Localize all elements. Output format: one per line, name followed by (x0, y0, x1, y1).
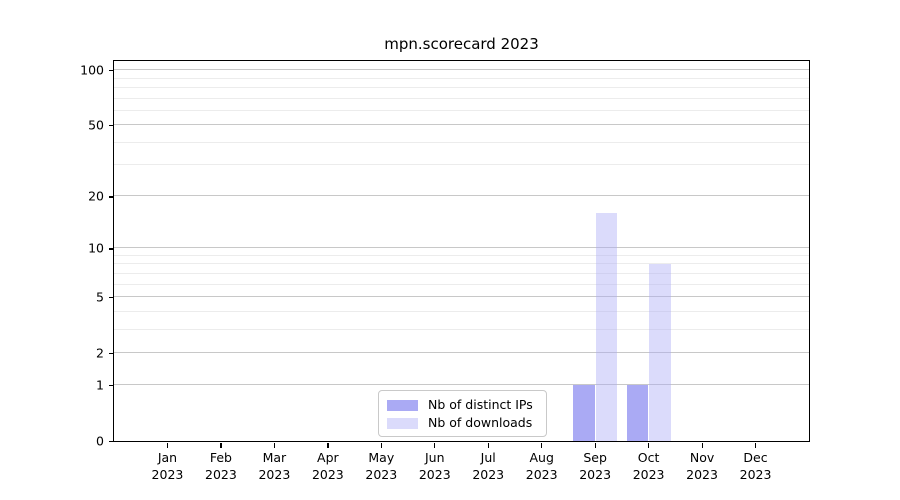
legend-item-downloads: Nb of downloads (387, 415, 546, 431)
y-tick-mark (109, 297, 113, 299)
x-tick-mark (273, 443, 276, 448)
x-tick-mark (701, 443, 703, 448)
x-tick-label: Jul 2023 (460, 450, 516, 483)
x-axis: Jan 2023 Feb 2023 Mar 2023 Apr 2023 May 2023 Jun 20… (114, 443, 809, 493)
x-tick-year: 2023 (151, 466, 184, 482)
x-tick-year: 2023 (418, 466, 451, 482)
y-tick-mark (109, 385, 113, 387)
x-tick-label: Apr 2023 (300, 450, 356, 483)
x-tick-label: Aug 2023 (514, 450, 570, 483)
minor-gridline (114, 310, 809, 312)
x-tick-year: 2023 (205, 466, 237, 482)
x-tick-label: Sep 2023 (567, 450, 623, 483)
major-gridline (114, 124, 809, 126)
minor-gridline (114, 97, 809, 99)
x-tick-mark (166, 443, 169, 448)
y-tick-label: 20 (88, 188, 104, 204)
x-tick-month: Mar (262, 450, 287, 465)
x-tick-year: 2023 (632, 466, 665, 482)
minor-gridline (114, 255, 809, 256)
x-tick-mark (541, 443, 543, 448)
plot-area (113, 60, 810, 442)
x-tick-year: 2023 (472, 466, 505, 482)
x-tick-label: May 2023 (353, 450, 409, 483)
minor-gridline (114, 164, 809, 166)
minor-gridline (114, 86, 809, 88)
x-tick-mark (594, 443, 596, 448)
bar-distinct-ips-oct (626, 385, 649, 441)
x-tick-mark (487, 443, 489, 448)
x-tick-label: Nov 2023 (674, 450, 730, 483)
y-tick-label: 50 (88, 117, 104, 133)
major-gridline (114, 351, 809, 353)
x-tick-year: 2023 (365, 466, 398, 482)
y-tick-mark (109, 248, 113, 250)
x-tick-mark (327, 443, 329, 448)
x-tick-label: Feb 2023 (193, 450, 249, 483)
minor-gridline (114, 263, 809, 265)
x-tick-label: Jun 2023 (407, 450, 463, 483)
bar-downloads-oct (649, 264, 671, 441)
x-tick-month: May (368, 450, 395, 465)
minor-gridline (114, 272, 809, 274)
x-tick-month: Jul (480, 450, 496, 465)
y-axis: 0 1 2 5 10 20 50 100 (0, 61, 113, 449)
x-tick-label: Dec 2023 (728, 450, 784, 483)
x-tick-label: Mar 2023 (246, 450, 302, 483)
major-gridline (114, 247, 809, 249)
x-tick-year: 2023 (686, 466, 718, 482)
minor-gridline (114, 141, 809, 143)
x-tick-month: Dec (743, 450, 768, 465)
legend-item-distinct-ips: Nb of distinct IPs (387, 397, 546, 413)
minor-gridline (114, 77, 809, 79)
major-gridline (114, 384, 809, 386)
major-gridline (114, 195, 809, 197)
major-gridline (114, 69, 809, 71)
minor-gridline (114, 109, 809, 111)
major-gridline (114, 296, 809, 298)
x-tick-month: Apr (317, 450, 339, 465)
legend-label-downloads: Nb of downloads (428, 414, 533, 430)
legend: Nb of distinct IPs Nb of downloads (378, 390, 547, 437)
x-tick-year: 2023 (311, 466, 344, 482)
minor-gridline (114, 328, 809, 330)
y-tick-mark (109, 70, 113, 72)
x-tick-year: 2023 (579, 466, 612, 482)
y-tick-mark (109, 352, 113, 354)
y-tick-mark (109, 196, 113, 198)
x-tick-year: 2023 (258, 466, 291, 482)
legend-label-distinct-ips: Nb of distinct IPs (428, 396, 533, 412)
x-tick-mark (755, 443, 757, 448)
x-tick-month: Nov (689, 450, 715, 465)
y-tick-label: 0 (96, 433, 104, 449)
x-tick-month: Jun (425, 450, 445, 465)
x-tick-mark (380, 443, 382, 448)
x-tick-month: Oct (637, 450, 660, 465)
minor-gridline (114, 283, 809, 285)
x-tick-mark (220, 443, 222, 448)
y-tick-label: 100 (80, 62, 104, 78)
y-tick-mark (109, 125, 113, 127)
x-tick-month: Aug (529, 450, 554, 465)
y-tick-label: 10 (88, 240, 104, 256)
x-tick-month: Feb (209, 450, 232, 465)
legend-swatch-distinct-ips (387, 399, 418, 411)
y-tick-label: 5 (96, 289, 104, 305)
x-tick-year: 2023 (739, 466, 772, 482)
x-tick-year: 2023 (525, 466, 558, 482)
x-tick-mark (434, 443, 436, 448)
x-tick-month: Jan (157, 450, 178, 465)
bar-downloads-sep (595, 213, 618, 441)
x-tick-label: Jan 2023 (139, 450, 195, 483)
y-tick-label: 2 (96, 345, 104, 361)
chart-title: mpn.scorecard 2023 (384, 35, 539, 53)
y-tick-mark (109, 441, 113, 443)
y-tick-label: 1 (96, 377, 104, 393)
legend-swatch-downloads (387, 417, 418, 429)
x-tick-label: Oct 2023 (621, 450, 677, 483)
bar-distinct-ips-sep (573, 385, 595, 441)
x-tick-month: Sep (583, 450, 607, 465)
x-tick-mark (648, 443, 650, 448)
